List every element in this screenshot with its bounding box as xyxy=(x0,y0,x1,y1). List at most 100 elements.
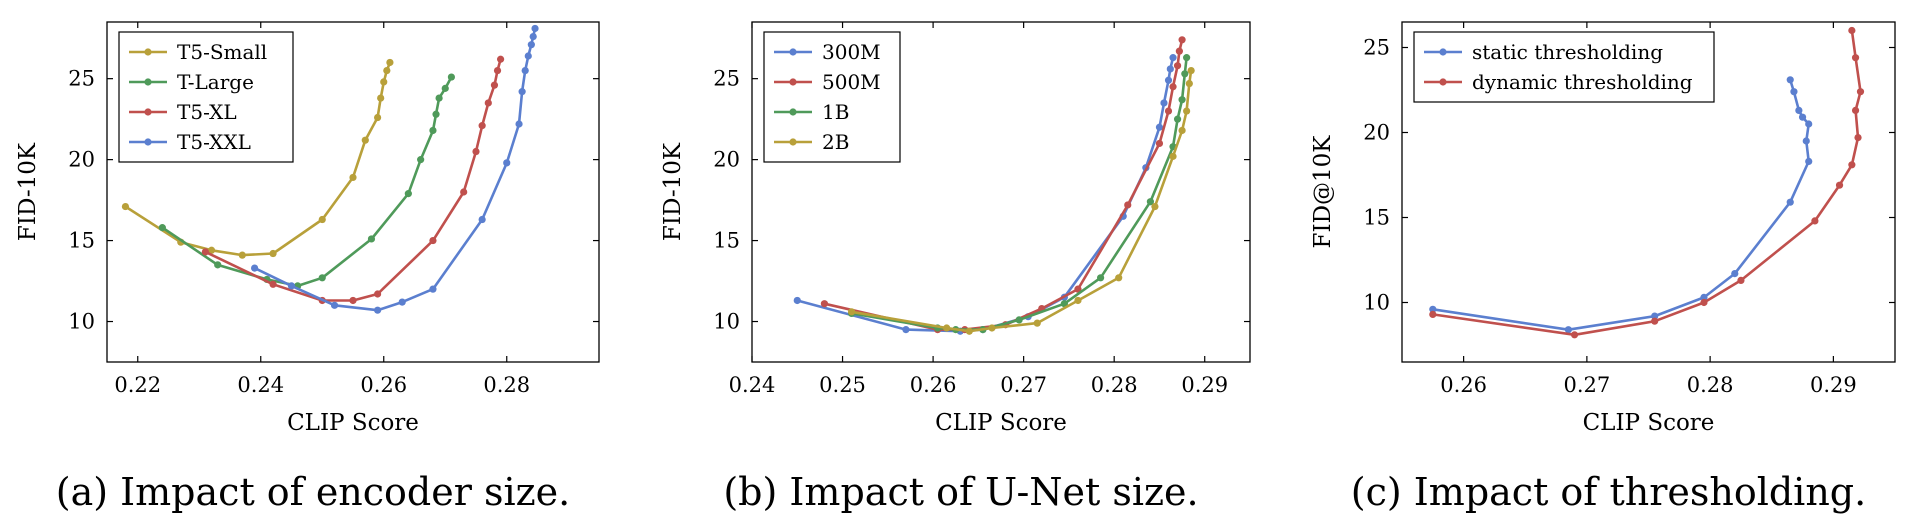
data-point xyxy=(1187,66,1195,75)
data-point xyxy=(361,136,369,144)
data-point xyxy=(524,52,532,60)
data-point xyxy=(1178,36,1186,44)
legend-marker xyxy=(789,48,797,56)
data-point xyxy=(1854,134,1862,142)
data-point xyxy=(1183,107,1191,115)
series-line-2b xyxy=(851,70,1193,333)
data-point xyxy=(521,66,529,75)
data-point xyxy=(330,301,339,309)
data-point xyxy=(515,120,523,128)
data-point xyxy=(1700,298,1708,307)
data-point xyxy=(1074,285,1082,293)
data-point xyxy=(374,290,382,298)
data-point xyxy=(1651,312,1659,320)
data-point xyxy=(1164,76,1173,84)
data-point xyxy=(121,202,130,211)
data-point xyxy=(374,306,382,314)
y-tick-label: 15 xyxy=(1363,206,1390,230)
y-axis-label: FID@10K xyxy=(1310,135,1336,249)
series-line-1b xyxy=(851,57,1188,331)
plot-frame xyxy=(751,21,1251,363)
data-point xyxy=(1651,317,1659,325)
x-tick-label: 0.28 xyxy=(1091,373,1138,397)
data-point xyxy=(1173,115,1182,123)
x-tick-label: 0.26 xyxy=(910,373,957,397)
data-point xyxy=(386,58,394,67)
data-point xyxy=(1115,274,1123,282)
data-point xyxy=(1851,106,1860,114)
data-point xyxy=(269,249,277,258)
data-point xyxy=(287,282,296,290)
y-tick-label: 10 xyxy=(1363,291,1390,315)
y-axis-label: FID-10K xyxy=(15,142,41,241)
data-point xyxy=(820,300,829,308)
legend-label: static thresholding xyxy=(1472,40,1663,64)
data-point xyxy=(1795,106,1803,114)
data-point xyxy=(1570,331,1579,339)
data-point xyxy=(1151,202,1159,211)
data-point xyxy=(1848,26,1856,35)
data-point xyxy=(201,248,209,256)
legend-marker xyxy=(144,48,152,56)
x-axis-label: CLIP Score xyxy=(1583,410,1715,436)
y-axis-label: FID-10K xyxy=(660,142,686,241)
x-tick-label: 0.22 xyxy=(114,373,161,397)
y-tick-label: 15 xyxy=(713,229,740,253)
panel-caption: (b) Impact of U-Net size. xyxy=(723,470,1198,514)
data-point xyxy=(429,126,437,135)
panel-caption: (c) Impact of thresholding. xyxy=(1351,470,1866,514)
data-point xyxy=(377,94,385,102)
chart-panel-3: 0.26 0.27 0.28 0.29 10 15 20 25 CLIP Score FID@10… xyxy=(1310,21,1896,514)
x-tick-label: 0.24 xyxy=(237,373,284,397)
legend-marker xyxy=(1439,78,1447,86)
data-point xyxy=(490,81,499,89)
panel-caption: (a) Impact of encoder size. xyxy=(56,470,570,514)
data-point xyxy=(1169,152,1177,160)
data-point xyxy=(1790,88,1798,96)
data-point xyxy=(1851,54,1860,62)
data-point xyxy=(493,66,502,75)
x-tick-label: 0.27 xyxy=(1563,373,1610,397)
data-point xyxy=(1181,70,1189,78)
data-point xyxy=(1124,201,1132,209)
data-point xyxy=(1811,217,1819,225)
data-point xyxy=(1146,198,1154,206)
data-point xyxy=(1786,76,1794,84)
data-point xyxy=(1802,137,1810,145)
x-tick-label: 0.25 xyxy=(819,373,866,397)
data-point xyxy=(1164,107,1173,115)
data-point xyxy=(1155,139,1164,148)
data-point xyxy=(1805,120,1813,128)
y-tick-label: 20 xyxy=(713,148,740,172)
data-point xyxy=(158,224,166,232)
legend-marker xyxy=(789,78,797,86)
legend-label: T5-XL xyxy=(177,100,237,124)
data-point xyxy=(349,296,357,305)
chart-panel-1: 0.22 0.24 0.26 0.28 10 15 20 25 CLIP Score FID-10… xyxy=(15,21,600,514)
y-tick-label: 25 xyxy=(68,67,95,91)
data-point xyxy=(404,190,412,198)
data-point xyxy=(1015,316,1023,324)
data-point xyxy=(1097,274,1105,282)
data-point xyxy=(1155,123,1164,131)
data-point xyxy=(1169,54,1177,62)
data-point xyxy=(1178,126,1186,135)
y-tick-label: 25 xyxy=(713,67,740,91)
data-point xyxy=(529,32,537,41)
data-point xyxy=(531,24,539,33)
data-point xyxy=(1183,54,1191,62)
data-point xyxy=(207,246,216,254)
data-point xyxy=(383,66,391,75)
data-point xyxy=(432,110,440,118)
data-point xyxy=(527,41,535,49)
data-point xyxy=(380,78,388,86)
data-point xyxy=(1175,47,1183,55)
y-tick-label: 15 xyxy=(68,229,95,253)
data-point xyxy=(429,285,437,293)
legend-label: 500M xyxy=(822,70,881,94)
x-axis-label: CLIP Score xyxy=(287,410,419,436)
legend-label: T5-Small xyxy=(177,40,267,64)
data-point xyxy=(1074,296,1082,305)
x-tick-label: 0.27 xyxy=(1000,373,1047,397)
